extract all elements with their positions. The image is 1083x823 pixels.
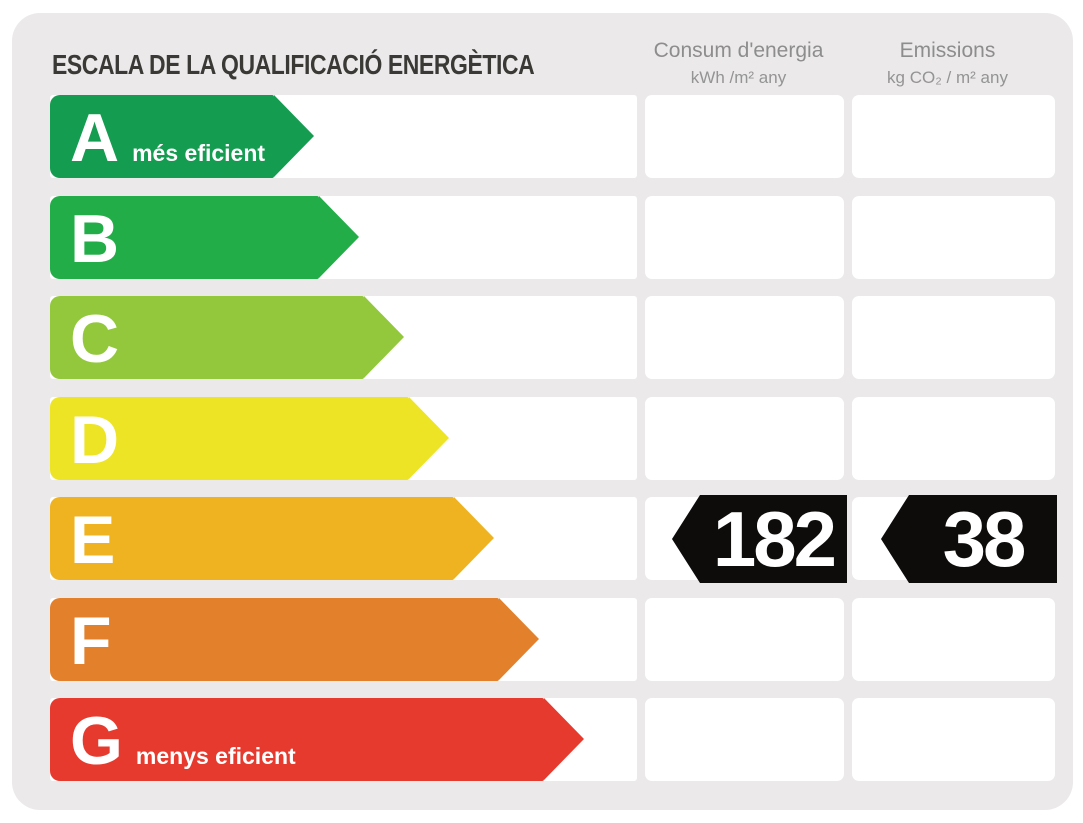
rating-bar-F: F	[50, 598, 539, 681]
consumption-cell-A	[645, 95, 844, 178]
left-arrow-icon	[672, 495, 700, 583]
emissions-cell-F	[852, 598, 1055, 681]
emissions-cell-G	[852, 698, 1055, 781]
emissions-cell-A	[852, 95, 1055, 178]
energy-rating-panel: ESCALA DE LA QUALIFICACIÓ ENERGÈTICA Con…	[12, 13, 1073, 810]
bar-arrow-tip	[544, 698, 584, 780]
emissions-column-header: Emissions kg CO₂ / m² any	[840, 39, 1055, 88]
rating-bar-E: E	[50, 497, 494, 580]
rating-letter: F	[70, 603, 112, 679]
consumption-column-header: Consum d'energia kWh /m² any	[633, 39, 844, 88]
rating-letter: B	[70, 201, 120, 277]
emissions-cell-D	[852, 397, 1055, 480]
bar-arrow-tip	[274, 95, 314, 177]
consumption-cell-G	[645, 698, 844, 781]
rating-letter: C	[70, 301, 120, 377]
rating-row-caption: més eficient	[132, 140, 266, 166]
bar-arrow-tip	[499, 598, 539, 680]
rating-row-caption: menys eficient	[135, 743, 296, 769]
consumption-value-badge: 182	[672, 494, 847, 583]
rating-bar-C: C	[50, 296, 404, 379]
column-name: Emissions	[899, 39, 996, 62]
bar-arrow-tip	[454, 497, 494, 579]
rating-letter: D	[70, 402, 120, 478]
bar-arrow-tip	[364, 296, 404, 378]
column-unit: kg CO₂ / m² any	[887, 68, 1008, 87]
column-unit: kWh /m² any	[690, 68, 787, 87]
left-arrow-icon	[881, 495, 909, 583]
bar-arrow-tip	[319, 196, 359, 278]
emissions-value-badge: 38	[881, 494, 1057, 583]
emissions-cell-C	[852, 296, 1055, 379]
emissions-cell-B	[852, 196, 1055, 279]
consumption-cell-F	[645, 598, 844, 681]
rating-letter: E	[70, 502, 116, 578]
badge-value: 38	[942, 494, 1027, 583]
consumption-cell-B	[645, 196, 844, 279]
bar-arrow-tip	[409, 397, 449, 479]
rating-letter: A	[70, 100, 120, 176]
consumption-cell-C	[645, 296, 844, 379]
column-name: Consum d'energia	[653, 39, 824, 62]
rating-bar-B: B	[50, 196, 359, 279]
chart-title: ESCALA DE LA QUALIFICACIÓ ENERGÈTICA	[52, 49, 535, 80]
badge-value: 182	[712, 494, 837, 583]
rating-letter: G	[70, 703, 123, 779]
consumption-cell-D	[645, 397, 844, 480]
rating-bar-D: D	[50, 397, 449, 480]
